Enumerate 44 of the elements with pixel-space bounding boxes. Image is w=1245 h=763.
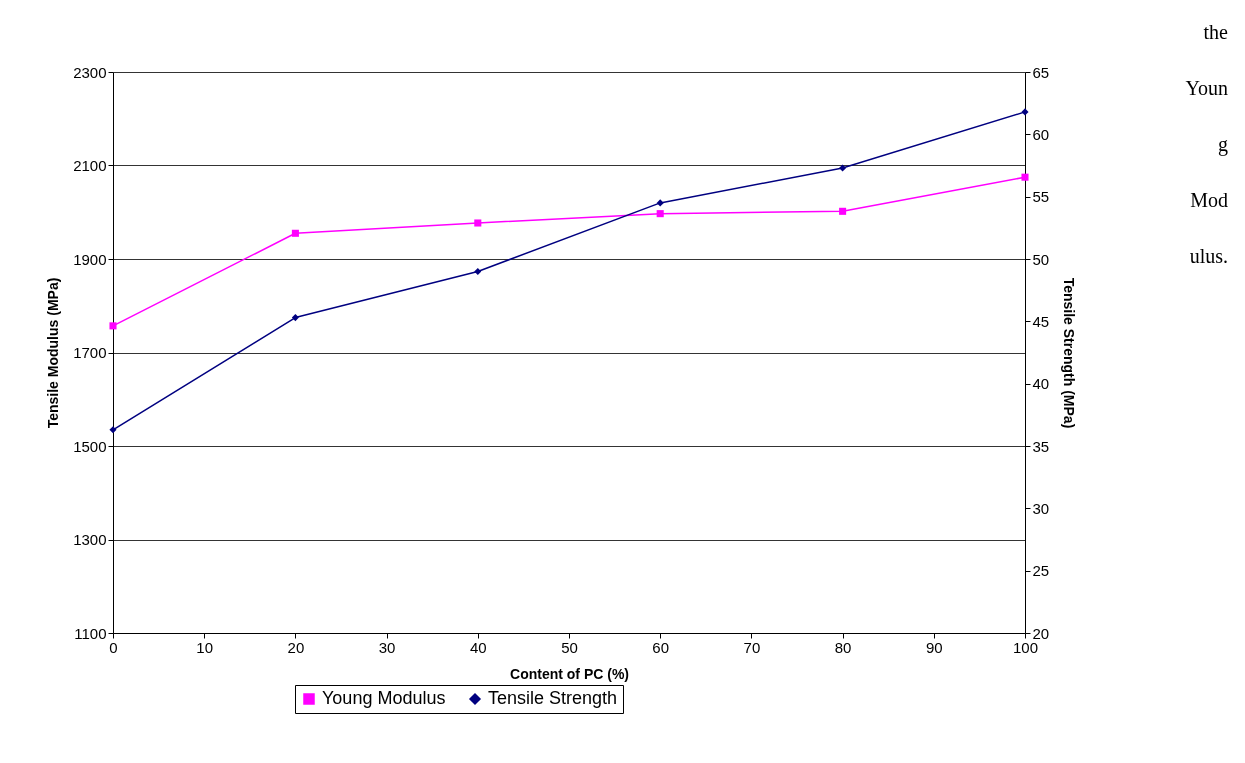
x-tick-label: 0 [109, 638, 118, 656]
point [291, 314, 299, 322]
x-tick-label: 80 [834, 638, 852, 656]
point [1021, 108, 1029, 116]
y2-tick-label: 35 [1032, 437, 1050, 455]
x-tick-label: 60 [652, 638, 670, 656]
x-tick-label: 40 [469, 638, 487, 656]
x-tick-label: 50 [561, 638, 578, 656]
point [109, 426, 117, 434]
point [839, 164, 847, 172]
y2-tick-label: 45 [1032, 312, 1050, 330]
point [656, 199, 664, 207]
point [291, 229, 299, 237]
y-axis-title: Tensile Modulus (MPa) [45, 277, 62, 429]
y-tick-label: 2100 [73, 157, 107, 174]
x-tick-label: 30 [378, 638, 396, 656]
y-tick-label: 1300 [73, 531, 107, 548]
y-tick-label: 2300 [73, 63, 107, 81]
point [839, 207, 847, 215]
y-tick-label: 1900 [73, 250, 107, 268]
y-tick-label: 1700 [73, 344, 107, 361]
x-tick-label: 20 [287, 638, 305, 656]
y2-axis-title: Tensile Strength (MPa) [1061, 277, 1078, 429]
x-tick-label: 70 [743, 638, 761, 656]
y2-tick-label: 40 [1032, 375, 1050, 393]
y2-tick-label: 60 [1032, 125, 1050, 143]
text: the Youn g Mod ulus. [1185, 21, 1228, 267]
y-tick-label: 1100 [74, 624, 107, 642]
x-axis-title: Content of PC (%) [510, 665, 629, 682]
y2-tick-label: 65 [1032, 63, 1050, 81]
y2-tick-label: 55 [1032, 188, 1050, 206]
y2-tick-label: 25 [1032, 562, 1050, 580]
y2-tick-label: 50 [1032, 250, 1050, 268]
point [474, 219, 482, 227]
point [656, 210, 664, 218]
x-tick-label: 90 [925, 638, 943, 656]
y2-tick-label: 30 [1032, 499, 1050, 517]
point [474, 267, 482, 275]
legend-label: Tensile Strength [488, 688, 618, 708]
y-tick-label: 1500 [73, 437, 107, 455]
point [1021, 173, 1029, 181]
point [109, 322, 117, 330]
legend-label: Young Modulus [322, 688, 446, 708]
x-tick-label: 10 [196, 638, 214, 656]
